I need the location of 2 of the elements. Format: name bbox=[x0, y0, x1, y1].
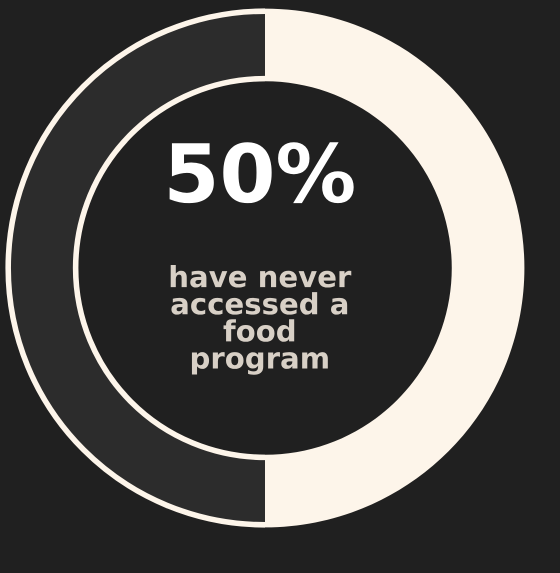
text: have never accessed a food program bbox=[170, 264, 352, 375]
text: 50% bbox=[170, 142, 354, 204]
